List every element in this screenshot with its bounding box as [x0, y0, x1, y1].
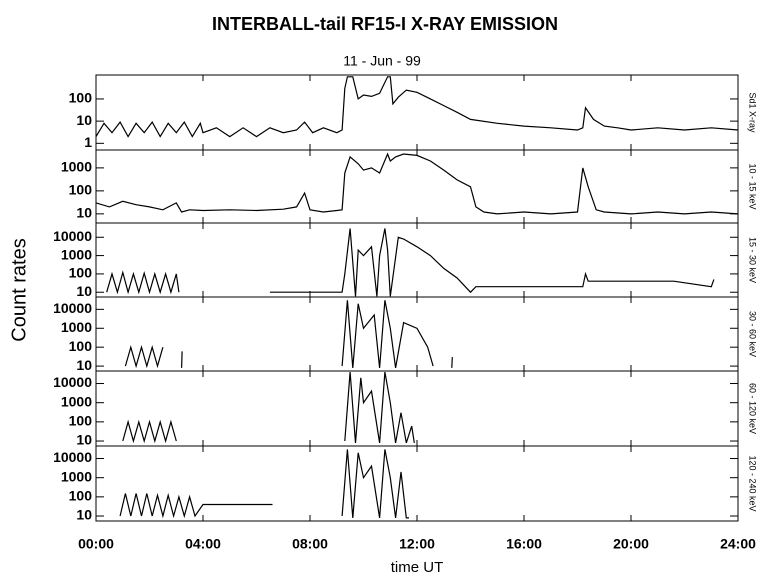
series-line: [96, 152, 738, 215]
y-tick-label: 1000: [61, 159, 92, 175]
y-tick-label: 1000: [61, 393, 92, 409]
y-tick-label: 10: [76, 357, 92, 373]
y-tick-label: 10000: [53, 374, 92, 390]
y-tick-label: 100: [69, 338, 93, 354]
panel-label: 120 - 240 keV: [748, 455, 758, 511]
x-tick-label: 20:00: [613, 536, 649, 552]
y-tick-label: 10000: [53, 228, 92, 244]
y-tick-label: 10000: [53, 300, 92, 316]
y-tick-label: 100: [69, 488, 93, 504]
y-tick-label: 1000: [61, 319, 92, 335]
y-tick-label: 100: [69, 90, 93, 106]
y-tick-label: 1000: [61, 468, 92, 484]
y-tick-label: 10: [76, 205, 92, 221]
panel-label: 15 - 30 keV: [748, 237, 758, 283]
y-axis-label: Count rates: [8, 238, 30, 341]
y-tick-label: 1000: [61, 246, 92, 262]
y-tick-label: 1: [84, 134, 92, 150]
y-tick-label: 10: [76, 112, 92, 128]
series-line: [124, 300, 453, 369]
y-tick-label: 10: [76, 432, 92, 448]
x-tick-label: 08:00: [292, 536, 328, 552]
series-line: [119, 449, 409, 519]
series-line: [122, 371, 415, 444]
chart-title: INTERBALL-tail RF15-I X-RAY EMISSION: [212, 14, 558, 34]
panel-frame: [95, 222, 739, 298]
x-tick-label: 24:00: [720, 536, 756, 552]
panel-label: Sd1 X-ray: [748, 92, 758, 133]
panel-frame: [95, 149, 739, 224]
y-tick-label: 10: [76, 507, 92, 523]
y-tick-label: 100: [69, 413, 93, 429]
panel-frame: [95, 370, 739, 447]
y-tick-label: 10: [76, 283, 92, 299]
panel-label: 60 - 120 keV: [748, 383, 758, 434]
chart-subtitle: 11 - Jun - 99: [343, 53, 421, 69]
series-line: [106, 228, 715, 297]
y-tick-label: 100: [69, 265, 93, 281]
x-tick-label: 16:00: [506, 536, 542, 552]
series-line: [96, 76, 738, 138]
x-axis-label: time UT: [391, 559, 444, 576]
x-tick-label: 04:00: [185, 536, 221, 552]
x-tick-label: 12:00: [399, 536, 435, 552]
panel-frame: [95, 74, 739, 151]
panel-label: 10 - 15 keV: [748, 163, 758, 209]
y-tick-label: 10000: [53, 449, 92, 465]
y-tick-label: 100: [69, 182, 93, 198]
x-tick-label: 00:00: [78, 536, 114, 552]
panel-frame: [95, 445, 739, 522]
panel-label: 30 - 60 keV: [748, 311, 758, 357]
panel-frame: [95, 296, 739, 372]
